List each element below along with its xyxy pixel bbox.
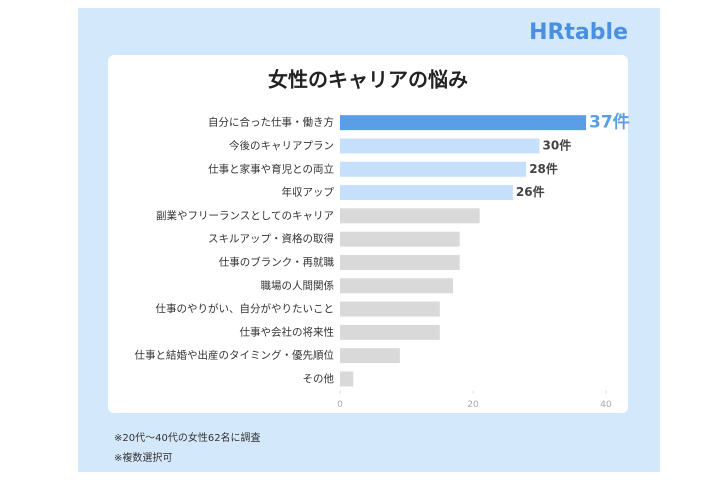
bar bbox=[340, 115, 587, 131]
category-label: 仕事のやりがい、自分がやりたいこと bbox=[156, 302, 335, 315]
category-label: 仕事と結婚や出産のタイミング・優先順位 bbox=[135, 349, 335, 362]
x-tick-label: 40 bbox=[600, 400, 612, 410]
category-label: 今後のキャリアプラン bbox=[229, 139, 334, 152]
bar bbox=[340, 138, 540, 154]
note: ※20代〜40代の女性62名に調査 bbox=[114, 431, 261, 444]
bar bbox=[340, 231, 460, 247]
value-label: 28件 bbox=[529, 161, 558, 176]
bar bbox=[340, 301, 440, 317]
bar bbox=[340, 278, 454, 294]
bar bbox=[340, 161, 527, 177]
bar bbox=[340, 324, 440, 340]
bar bbox=[340, 185, 513, 201]
chart-title: 女性のキャリアの悩み bbox=[268, 68, 468, 92]
note: ※複数選択可 bbox=[114, 451, 172, 464]
category-label: 仕事や会社の将来性 bbox=[240, 325, 335, 338]
category-label: 年収アップ bbox=[282, 186, 335, 199]
value-label: 30件 bbox=[543, 137, 572, 152]
category-label: 自分に合った仕事・働き方 bbox=[208, 116, 334, 129]
x-tick-label: 20 bbox=[467, 400, 479, 410]
category-label: スキルアップ・資格の取得 bbox=[208, 232, 334, 245]
x-tick-label: 0 bbox=[337, 400, 343, 410]
category-label: 仕事と家事や育児との両立 bbox=[208, 162, 334, 175]
category-label: 職場の人間関係 bbox=[261, 279, 335, 292]
bar bbox=[340, 348, 400, 364]
category-label: その他 bbox=[303, 372, 335, 385]
category-label: 副業やフリーランスとしてのキャリア bbox=[156, 209, 334, 222]
category-label: 仕事のブランク・再就職 bbox=[219, 255, 335, 268]
bar bbox=[340, 371, 354, 387]
logo: HRtable bbox=[529, 20, 628, 45]
bar bbox=[340, 208, 480, 224]
bar bbox=[340, 254, 460, 270]
value-label: 26件 bbox=[516, 184, 545, 199]
value-label: 37件 bbox=[589, 112, 630, 133]
